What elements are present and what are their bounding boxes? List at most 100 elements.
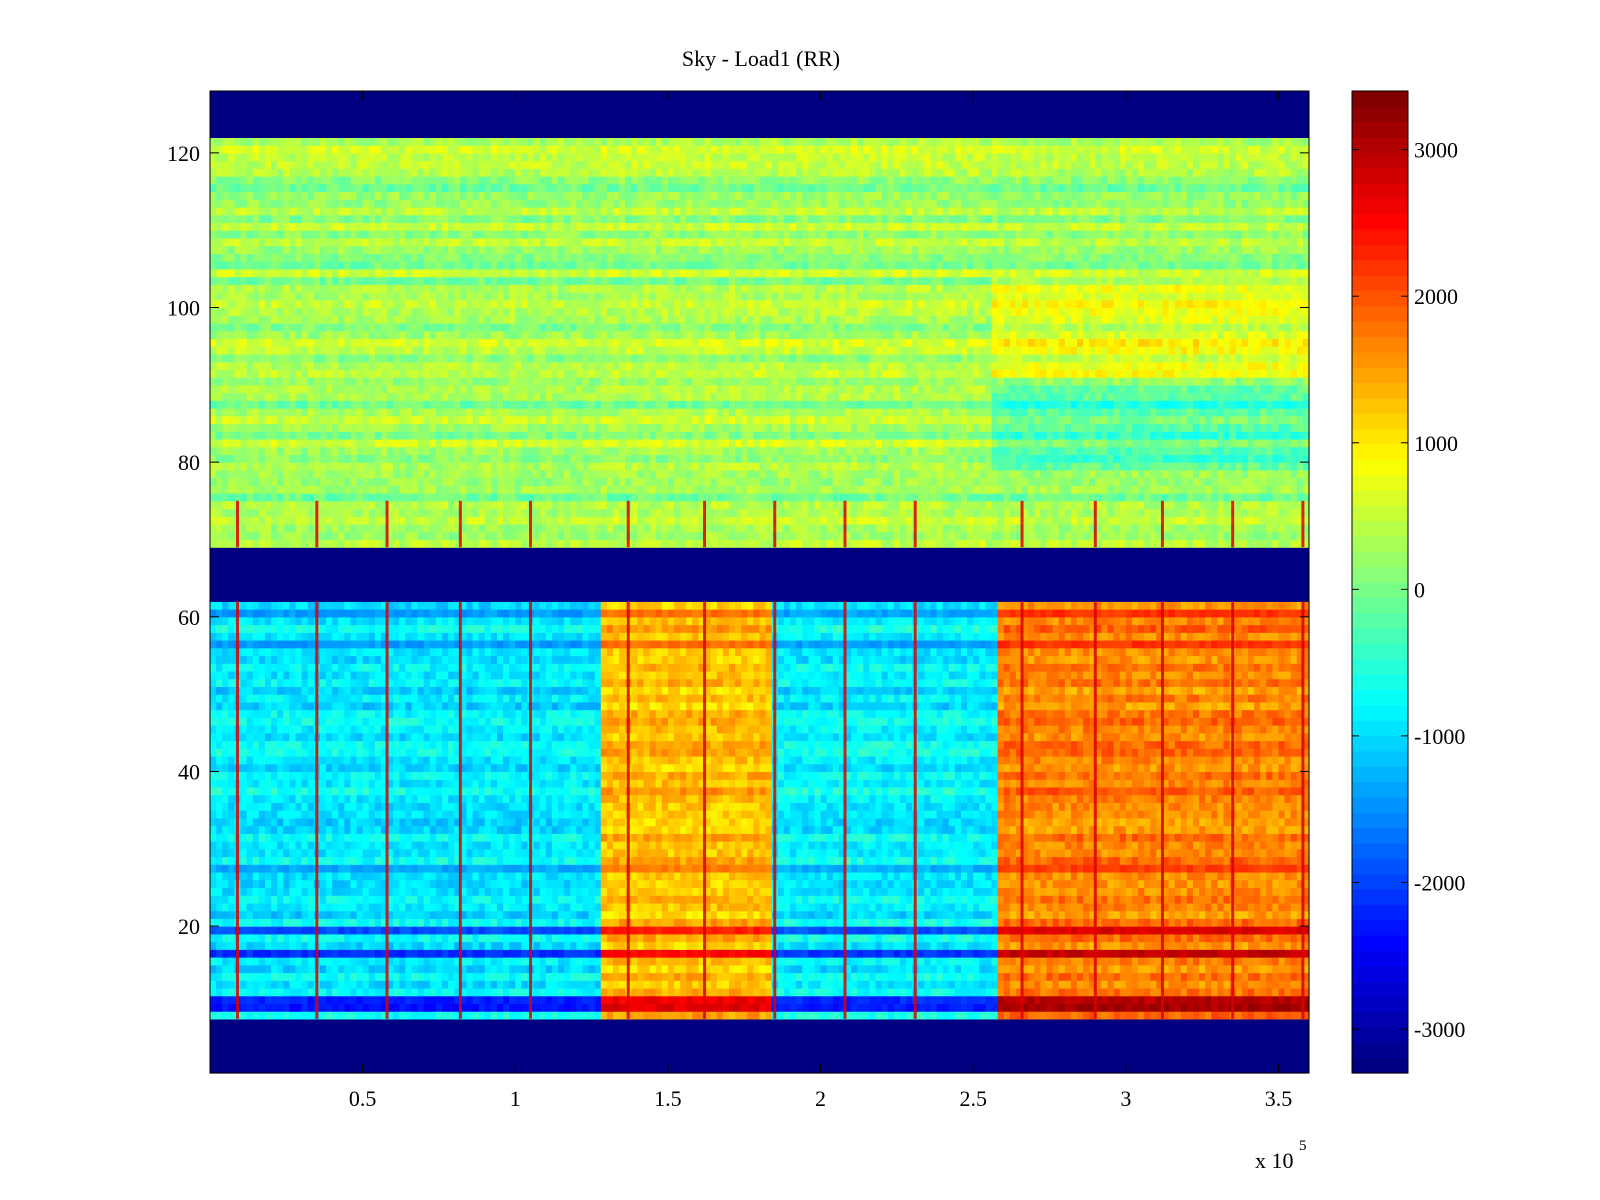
heatmap-cell <box>808 826 815 834</box>
heatmap-cell <box>692 880 699 888</box>
heatmap-cell <box>289 926 296 934</box>
heatmap-cell <box>821 1011 828 1019</box>
heatmap-cell <box>1083 972 1090 980</box>
heatmap-cell <box>961 887 968 895</box>
heatmap-cell <box>418 833 425 841</box>
heatmap-cell <box>363 864 370 872</box>
heatmap-cell <box>680 980 687 988</box>
heatmap-cell <box>1077 934 1084 942</box>
heatmap-cell <box>753 864 760 872</box>
heatmap-cell <box>558 833 565 841</box>
heatmap-cell <box>216 895 223 903</box>
heatmap-cell <box>430 849 437 857</box>
heatmap-cell <box>357 895 364 903</box>
heatmap-cell <box>1132 849 1139 857</box>
heatmap-cell <box>643 818 650 826</box>
heatmap-cell <box>411 895 418 903</box>
heatmap-cell <box>814 833 821 841</box>
heatmap-cell <box>979 1003 986 1011</box>
heatmap-cell <box>717 934 724 942</box>
heatmap-cell <box>1138 895 1145 903</box>
heatmap-cell <box>1217 1011 1224 1019</box>
heatmap-cell <box>1040 841 1047 849</box>
heatmap-cell <box>302 926 309 934</box>
heatmap-cell <box>1181 972 1188 980</box>
heatmap-cell <box>247 849 254 857</box>
heatmap-cell <box>418 810 425 818</box>
heatmap-cell <box>1260 949 1267 957</box>
heatmap-cell <box>1278 1011 1285 1019</box>
heatmap-cell <box>326 980 333 988</box>
heatmap-cell <box>448 810 455 818</box>
heatmap-cell <box>247 841 254 849</box>
heatmap-cell <box>784 918 791 926</box>
heatmap-cell <box>686 841 693 849</box>
heatmap-cell <box>1132 887 1139 895</box>
heatmap-cell <box>1278 996 1285 1004</box>
heatmap-cell <box>802 818 809 826</box>
heatmap-cell <box>869 918 876 926</box>
heatmap-cell <box>1077 841 1084 849</box>
heatmap-cell <box>1150 965 1157 973</box>
heatmap-cell <box>589 841 596 849</box>
heatmap-cell <box>271 880 278 888</box>
heatmap-cell <box>631 849 638 857</box>
heatmap-cell <box>943 841 950 849</box>
heatmap-cell <box>283 833 290 841</box>
heatmap-cell <box>570 1011 577 1019</box>
heatmap-cell <box>851 934 858 942</box>
heatmap-cell <box>631 872 638 880</box>
heatmap-cell <box>1199 856 1206 864</box>
heatmap-cell <box>1266 1011 1273 1019</box>
heatmap-cell <box>760 802 767 810</box>
heatmap-cell <box>302 833 309 841</box>
heatmap-cell <box>210 826 217 834</box>
heatmap-cell <box>943 934 950 942</box>
heatmap-cell <box>1028 949 1035 957</box>
heatmap-cell <box>998 942 1005 950</box>
heatmap-cell <box>802 826 809 834</box>
heatmap-cell <box>1242 833 1249 841</box>
heatmap-cell <box>448 1011 455 1019</box>
heatmap-cell <box>332 980 339 988</box>
heatmap-cell <box>955 903 962 911</box>
heatmap-cell <box>411 926 418 934</box>
heatmap-cell <box>534 926 541 934</box>
heatmap-cell <box>723 841 730 849</box>
heatmap-cell <box>821 810 828 818</box>
heatmap-cell <box>241 880 248 888</box>
heatmap-cell <box>723 903 730 911</box>
heatmap-cell <box>1187 864 1194 872</box>
heatmap-cell <box>833 810 840 818</box>
heatmap-cell <box>369 934 376 942</box>
heatmap-cell <box>796 849 803 857</box>
heatmap-cell <box>1278 864 1285 872</box>
heatmap-cell <box>631 996 638 1004</box>
heatmap-cell <box>332 880 339 888</box>
heatmap-cell <box>1181 911 1188 919</box>
heatmap-cell <box>1053 988 1060 996</box>
heatmap-cell <box>503 934 510 942</box>
heatmap-cell <box>436 833 443 841</box>
heatmap-cell <box>1010 949 1017 957</box>
heatmap-cell <box>540 872 547 880</box>
heatmap-cell <box>802 864 809 872</box>
heatmap-cell <box>650 864 657 872</box>
heatmap-cell <box>473 849 480 857</box>
heatmap-cell <box>808 965 815 973</box>
heatmap-cell <box>998 957 1005 965</box>
heatmap-cell <box>662 856 669 864</box>
heatmap-cell <box>259 942 266 950</box>
heatmap-cell <box>1150 988 1157 996</box>
heatmap-cell <box>979 988 986 996</box>
heatmap-cell <box>1291 988 1298 996</box>
heatmap-cell <box>918 841 925 849</box>
heatmap-cell <box>265 802 272 810</box>
heatmap-cell <box>1101 911 1108 919</box>
heatmap-cell <box>808 926 815 934</box>
heatmap-cell <box>265 972 272 980</box>
heatmap-cell <box>949 918 956 926</box>
heatmap-cell <box>711 849 718 857</box>
heatmap-cell <box>405 965 412 973</box>
heatmap-cell <box>888 833 895 841</box>
